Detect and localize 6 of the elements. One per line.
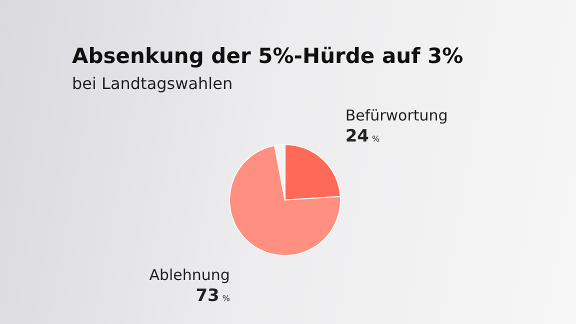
data-label: 73 %: [196, 286, 230, 306]
slice-label: Befürwortung: [345, 106, 448, 124]
slice-label: Ablehnung: [149, 266, 230, 284]
data-label: 24 %: [345, 126, 380, 146]
chart-title: Absenkung der 5%-Hürde auf 3%: [72, 44, 464, 68]
chart-subtitle: bei Landtagswahlen: [72, 74, 233, 93]
